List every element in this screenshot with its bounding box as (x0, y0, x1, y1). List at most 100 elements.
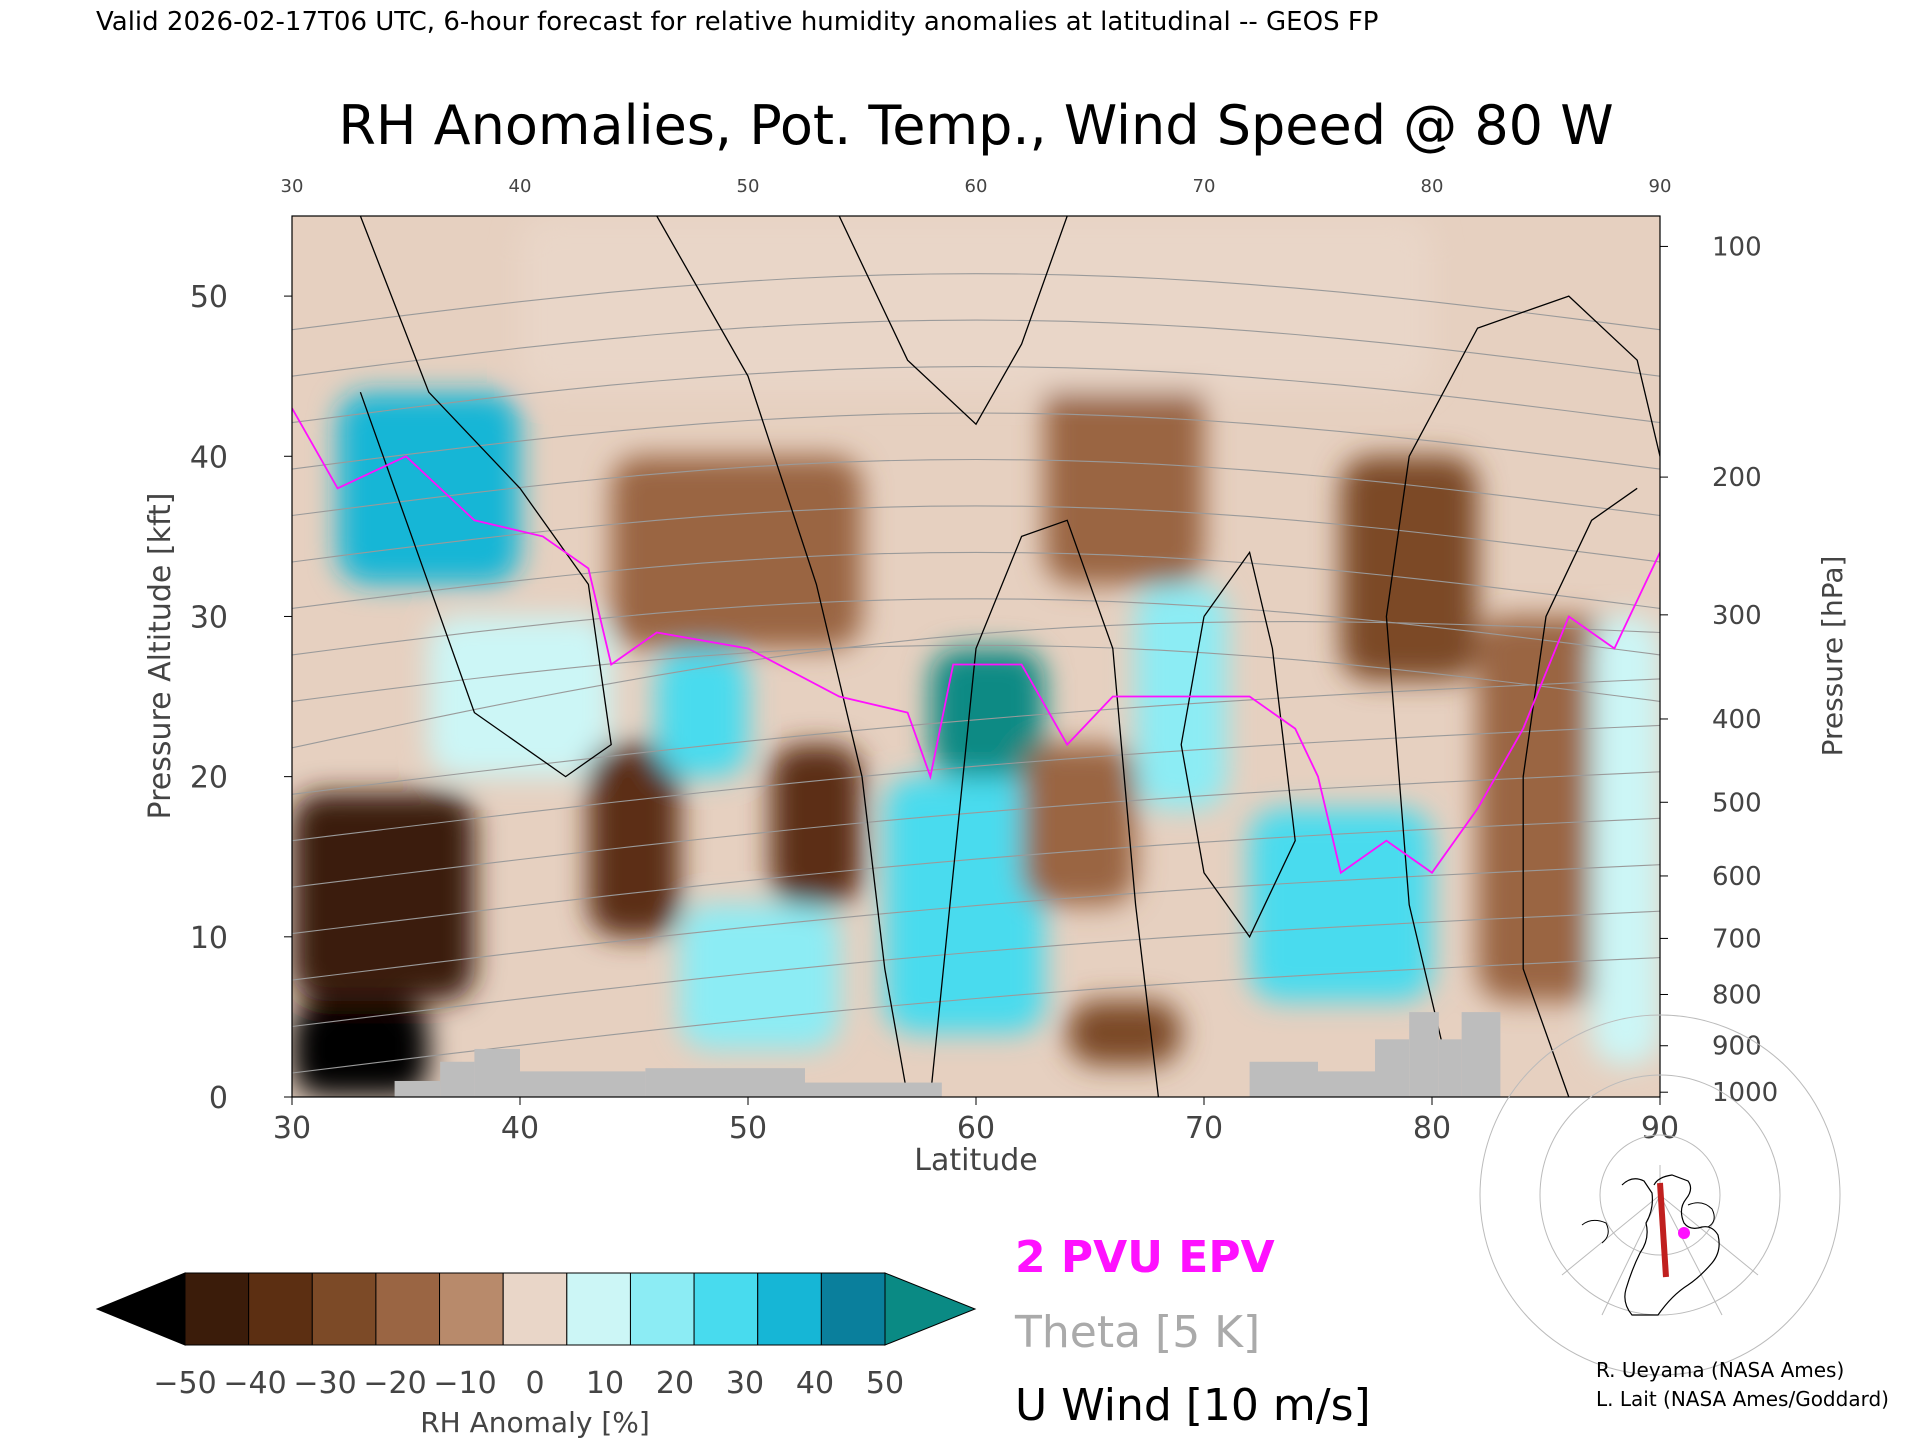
rh-cell (292, 792, 475, 1001)
terrain-block (440, 1061, 475, 1097)
rh-cell (1067, 1000, 1182, 1065)
rh-cell (292, 1000, 429, 1097)
colorbar-tick-label: 50 (866, 1366, 904, 1401)
u-wind-contour (929, 519, 1160, 1097)
colorbar-tick-label: 20 (656, 1366, 694, 1401)
colorbar-segment (820, 1272, 886, 1346)
terrain-block (1249, 1061, 1318, 1097)
theta-contour (292, 724, 1660, 842)
pressure-tick-label: 200 (1712, 463, 1762, 493)
colorbar-arrow-low (95, 1272, 186, 1346)
rh-cell (656, 648, 748, 777)
colorbar-segment (184, 1272, 250, 1346)
rh-cell (770, 744, 862, 905)
terrain-block (474, 1048, 520, 1097)
colorbar-tick-label: 0 (525, 1366, 544, 1401)
rh-cell (884, 776, 1045, 1033)
rh-cell (520, 216, 1432, 393)
u-wind-contour (1180, 550, 1296, 939)
pressure-tick-label: 1000 (1712, 1078, 1778, 1108)
rh-cell (428, 616, 612, 777)
theta-contour (292, 273, 1660, 331)
colorbar-tick-label: −50 (153, 1366, 216, 1401)
theta-contour (292, 366, 1660, 424)
y-axis-label-right: Pressure [hPa] (1816, 556, 1849, 757)
colorbar-tick-label: −40 (223, 1366, 286, 1401)
colorbar: −50 −40 −30 −20 −10 0 10 20 30 40 50 (95, 1272, 977, 1401)
theta-contour (292, 678, 1660, 795)
rh-cell (588, 744, 680, 937)
x-tick-label: 70 (1185, 1111, 1223, 1146)
u-wind-contours (359, 216, 1660, 1097)
theta-contour (292, 412, 1660, 470)
pressure-tick-label: 800 (1712, 980, 1762, 1010)
y-tick-label: 20 (190, 761, 228, 796)
x-top-tick-label: 50 (737, 176, 760, 197)
terrain-block (520, 1071, 646, 1097)
x-tick-label: 60 (957, 1111, 995, 1146)
y-tick-label: 10 (190, 921, 228, 956)
x-top-tick-label: 90 (1649, 176, 1672, 197)
x-axis-label: Latitude (914, 1143, 1037, 1178)
y-tick-label: 50 (190, 280, 228, 315)
theta-contour (292, 621, 1660, 749)
terrain (394, 1012, 1501, 1097)
terrain-block (1438, 1039, 1462, 1097)
theta-contour (292, 551, 1660, 609)
pressure-tick-label: 300 (1712, 601, 1762, 631)
terrain-block (1375, 1039, 1410, 1097)
terrain-block (805, 1082, 942, 1097)
x-top-tick-label: 60 (965, 176, 988, 197)
theta-contour (292, 864, 1660, 981)
pressure-tick-label: 600 (1712, 862, 1762, 892)
header-text: Valid 2026-02-17T06 UTC, 6-hour forecast… (96, 7, 1378, 37)
rh-cell (679, 904, 840, 1049)
colorbar-segment (757, 1272, 822, 1346)
theta-contour (292, 817, 1660, 935)
colorbar-tick-label: 10 (586, 1366, 624, 1401)
colorbar-segment (502, 1272, 568, 1346)
epv-contour (292, 407, 1660, 875)
theta-contour (292, 910, 1660, 1028)
y-tick-label: 0 (209, 1081, 228, 1116)
theta-contour (292, 957, 1660, 1074)
colorbar-segment (439, 1272, 504, 1346)
axes: 3030404050506060707080809090010203040501… (190, 176, 1778, 1146)
u-wind-contour (1385, 295, 1660, 1097)
colorbar-tick-label: 40 (796, 1366, 834, 1401)
theta-contour (292, 644, 1660, 702)
rh-cell (1591, 616, 1660, 1065)
colorbar-tick-label: −20 (363, 1366, 426, 1401)
y-tick-label: 30 (190, 600, 228, 635)
u-wind-contour (1522, 487, 1638, 1097)
theta-contour (292, 319, 1660, 377)
x-top-tick-label: 40 (509, 176, 532, 197)
legend-theta: Theta [5 K] (1014, 1307, 1260, 1358)
u-wind-contour (359, 216, 612, 778)
x-tick-label: 30 (273, 1111, 311, 1146)
theta-contours (292, 273, 1660, 1074)
pressure-tick-label: 700 (1712, 924, 1762, 954)
rh-cell (1021, 744, 1136, 905)
colorbar-segment (629, 1272, 695, 1346)
legend-uwind: U Wind [10 m/s] (1015, 1380, 1371, 1431)
x-tick-label: 80 (1413, 1111, 1451, 1146)
theta-contour (292, 598, 1660, 656)
y-tick-label: 40 (190, 440, 228, 475)
x-tick-label: 40 (501, 1111, 539, 1146)
pressure-tick-label: 500 (1712, 788, 1762, 818)
x-top-tick-label: 80 (1421, 176, 1444, 197)
rh-anomaly-field (292, 216, 1660, 1097)
colorbar-segment (375, 1272, 441, 1346)
terrain-block (394, 1080, 441, 1097)
epv-contours (292, 407, 1660, 875)
colorbar-segment (311, 1272, 377, 1346)
colorbar-label: RH Anomaly [%] (420, 1406, 650, 1439)
colorbar-segment (693, 1272, 759, 1346)
terrain-block (645, 1068, 805, 1097)
north-america-polar-map-icon (1479, 1014, 1841, 1376)
plot-area (292, 216, 1660, 1097)
colorbar-segment (566, 1272, 631, 1346)
theta-contour (292, 505, 1660, 563)
x-tick-label: 50 (729, 1111, 767, 1146)
